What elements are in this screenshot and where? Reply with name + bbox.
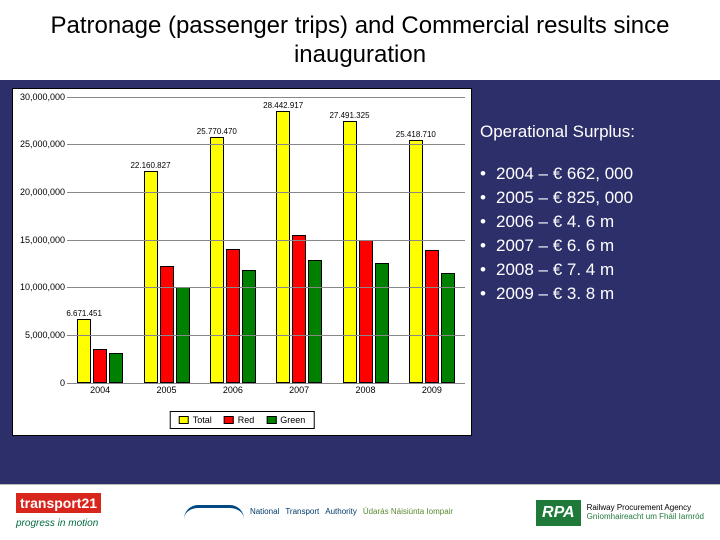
content-row: 6.671.45122.160.82725.770.47028.442.9172…: [0, 80, 720, 436]
bar-red: [226, 249, 240, 382]
swatch-icon: [266, 416, 276, 424]
logo-text: Authority: [325, 508, 357, 517]
bar-red: [292, 235, 306, 383]
plot-area: 6.671.45122.160.82725.770.47028.442.9172…: [67, 97, 465, 383]
legend-label: Total: [193, 415, 212, 425]
bar-value-label: 27.491.325: [329, 111, 369, 122]
gridline: [67, 335, 465, 336]
y-tick-label: 20,000,000: [15, 187, 65, 197]
slide-title: Patronage (passenger trips) and Commerci…: [0, 0, 720, 80]
bar-green: [308, 260, 322, 383]
patronage-chart: 6.671.45122.160.82725.770.47028.442.9172…: [12, 88, 472, 436]
bar-green: [441, 273, 455, 383]
y-tick-label: 0: [15, 378, 65, 388]
list-item: 2008 – € 7. 4 m: [480, 260, 708, 280]
logo-subtext: progress in motion: [16, 518, 98, 529]
bar-green: [109, 353, 123, 383]
x-tick-label: 2004: [90, 385, 110, 395]
logo-text: RPA: [536, 500, 581, 526]
y-tick-label: 25,000,000: [15, 139, 65, 149]
list-item: 2009 – € 3. 8 m: [480, 284, 708, 304]
swatch-icon: [179, 416, 189, 424]
list-item: 2006 – € 4. 6 m: [480, 212, 708, 232]
x-axis: 2004 2005 2006 2007 2008 2009: [67, 383, 465, 399]
bar-total: 25.770.470: [210, 137, 224, 383]
surplus-panel: Operational Surplus: 2004 – € 662, 000 2…: [480, 88, 708, 436]
bar-group: 28.442.917: [276, 111, 322, 382]
bar-red: [160, 266, 174, 382]
bar-value-label: 25.418.710: [396, 130, 436, 141]
legend-label: Green: [280, 415, 305, 425]
bar-value-label: 28.442.917: [263, 101, 303, 112]
logo-subtext: Údarás Náisiúnta Iompair: [363, 508, 453, 517]
y-tick-label: 30,000,000: [15, 92, 65, 102]
slide: Patronage (passenger trips) and Commerci…: [0, 0, 720, 540]
bar-red: [425, 250, 439, 383]
logo-transport21: transport21 progress in motion: [16, 495, 101, 531]
surplus-list: 2004 – € 662, 000 2005 – € 825, 000 2006…: [480, 164, 708, 304]
legend-item-green: Green: [266, 415, 305, 425]
x-tick-label: 2005: [156, 385, 176, 395]
bar-group: 25.770.470: [210, 137, 256, 383]
y-tick-label: 5,000,000: [15, 330, 65, 340]
arc-icon: [184, 505, 244, 519]
gridline: [67, 144, 465, 145]
bar-total: 22.160.827: [144, 171, 158, 382]
legend-label: Red: [238, 415, 255, 425]
logo-subtext: Gníomhaireacht um Fháil Iarnród: [587, 513, 704, 522]
list-item: 2007 – € 6. 6 m: [480, 236, 708, 256]
bar-group: 22.160.827: [144, 171, 190, 382]
x-tick-label: 2008: [355, 385, 375, 395]
legend-item-red: Red: [224, 415, 255, 425]
gridline: [67, 287, 465, 288]
legend-item-total: Total: [179, 415, 212, 425]
bar-group: 25.418.710: [409, 140, 455, 382]
list-item: 2005 – € 825, 000: [480, 188, 708, 208]
bar-red: [359, 240, 373, 383]
bar-value-label: 6.671.451: [66, 309, 102, 320]
logo-text: Transport: [285, 508, 319, 517]
logo-text: transport21: [16, 493, 101, 513]
logo-text: National: [250, 508, 279, 517]
bar-value-label: 25.770.470: [197, 127, 237, 138]
logo-rpa: RPA Railway Procurement Agency Gníomhair…: [536, 500, 704, 526]
y-tick-label: 15,000,000: [15, 235, 65, 245]
bar-total: 6.671.451: [77, 319, 91, 383]
x-tick-label: 2007: [289, 385, 309, 395]
bar-total: 25.418.710: [409, 140, 423, 382]
bar-group: 27.491.325: [343, 121, 389, 383]
y-tick-label: 10,000,000: [15, 282, 65, 292]
bar-red: [93, 349, 107, 382]
logo-nta: National Transport Authority Údarás Náis…: [184, 505, 453, 521]
gridline: [67, 240, 465, 241]
bar-group: 6.671.451: [77, 319, 123, 383]
chart-legend: Total Red Green: [170, 411, 315, 429]
x-tick-label: 2009: [422, 385, 442, 395]
bar-total: 28.442.917: [276, 111, 290, 382]
x-tick-label: 2006: [223, 385, 243, 395]
bar-value-label: 22.160.827: [130, 161, 170, 172]
gridline: [67, 192, 465, 193]
surplus-heading: Operational Surplus:: [480, 122, 708, 142]
swatch-icon: [224, 416, 234, 424]
bar-total: 27.491.325: [343, 121, 357, 383]
gridline: [67, 97, 465, 98]
footer: transport21 progress in motion National …: [0, 484, 720, 540]
bar-green: [375, 263, 389, 382]
list-item: 2004 – € 662, 000: [480, 164, 708, 184]
